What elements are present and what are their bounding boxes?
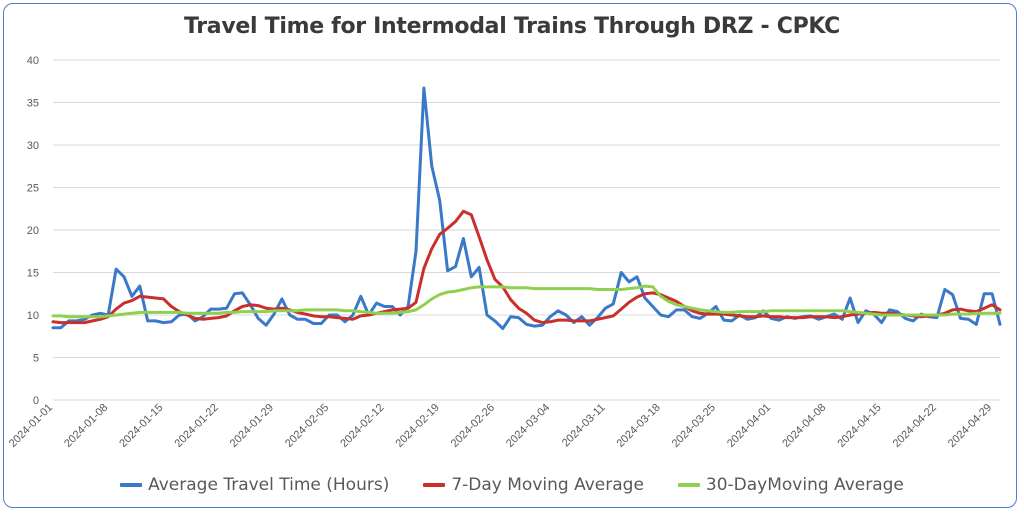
y-tick-label: 5 — [33, 353, 39, 365]
x-tick-label: 2024-01-08 — [62, 402, 110, 450]
chart-frame — [3, 3, 1017, 508]
gridlines — [53, 59, 1000, 401]
x-tick-label: 2024-04-22 — [891, 402, 939, 450]
x-tick-label: 2024-03-04 — [504, 402, 552, 450]
legend-swatch-avg — [120, 483, 143, 487]
y-tick-label: 35 — [27, 98, 39, 110]
y-tick-label: 0 — [33, 395, 39, 407]
series-line-1 — [51, 209, 1002, 325]
series-line-0 — [51, 86, 1002, 331]
x-tick-label: 2024-04-01 — [725, 402, 773, 450]
chart-title: Travel Time for Intermodal Trains Throug… — [183, 14, 841, 39]
x-tick-label: 2024-04-08 — [780, 402, 828, 450]
x-tick-label: 2024-04-15 — [835, 402, 883, 450]
legend-swatch-7day — [423, 483, 446, 487]
legend-label-30day: 30-DayMoving Average — [705, 475, 904, 495]
x-tick-label: 2024-01-29 — [228, 402, 276, 450]
x-tick-label: 2024-02-19 — [394, 402, 442, 450]
legend-label-avg: Average Travel Time (Hours) — [148, 475, 390, 495]
x-tick-label: 2024-02-05 — [283, 402, 331, 450]
x-tick-label: 2024-02-26 — [449, 402, 497, 450]
x-tick-label: 2024-03-18 — [614, 402, 662, 450]
y-tick-label: 40 — [27, 55, 39, 67]
x-axis-ticks: 2024-01-01 2024-01-08 2024-01-15 2024-01-22… — [7, 402, 994, 450]
y-tick-label: 25 — [27, 183, 39, 195]
legend-item-avg: Average Travel Time (Hours) — [120, 475, 389, 495]
x-tick-label: 2024-04-29 — [946, 402, 994, 450]
x-tick-label: 2024-03-11 — [560, 402, 608, 450]
x-tick-label: 2024-03-25 — [670, 402, 718, 450]
series-lines — [51, 86, 1002, 331]
legend-item-30day: 30-DayMoving Average — [677, 475, 904, 495]
x-tick-label: 2024-01-22 — [173, 402, 221, 450]
x-tick-label: 2024-01-01 — [7, 402, 55, 450]
legend: Average Travel Time (Hours) 7-Day Moving… — [0, 475, 1024, 495]
series-line-2 — [51, 284, 1002, 319]
legend-label-7day: 7-Day Moving Average — [451, 475, 644, 495]
y-tick-label: 10 — [27, 310, 39, 322]
legend-item-7day: 7-Day Moving Average — [423, 475, 644, 495]
y-tick-label: 20 — [27, 225, 39, 237]
legend-swatch-30day — [677, 483, 700, 487]
x-tick-label: 2024-02-12 — [338, 402, 386, 450]
x-tick-label: 2024-01-15 — [117, 402, 165, 450]
y-tick-label: 15 — [27, 268, 39, 280]
y-axis-ticks: 0 5 10 15 20 25 30 35 40 — [27, 55, 39, 407]
y-tick-label: 30 — [27, 140, 39, 152]
